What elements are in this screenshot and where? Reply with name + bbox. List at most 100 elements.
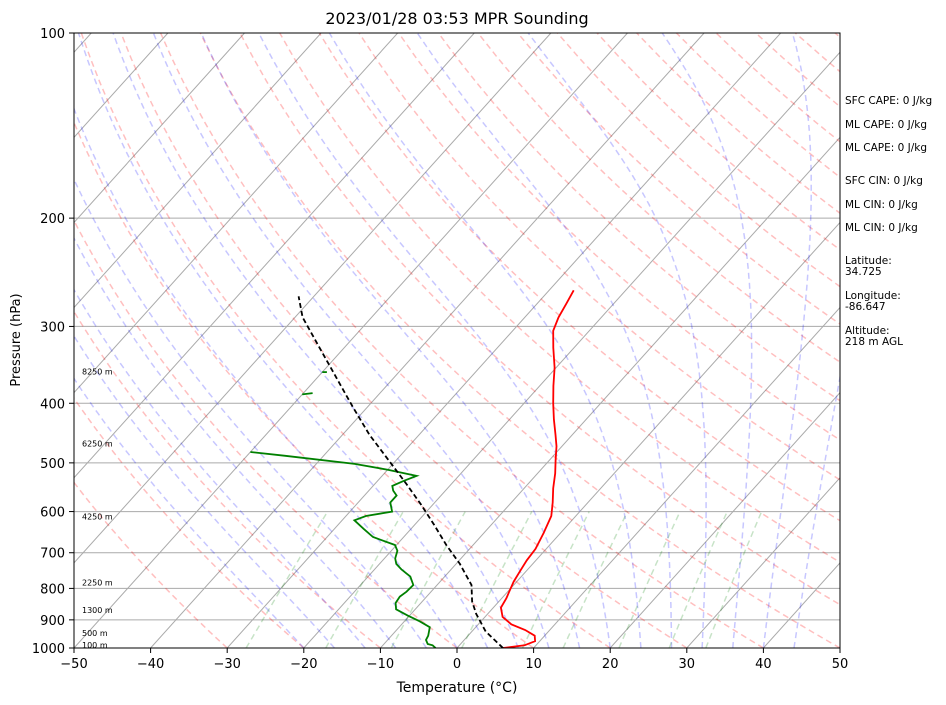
y-tick-label: 100 bbox=[40, 27, 65, 42]
mixing-ratio-line bbox=[461, 511, 533, 648]
dry-adiabat-line bbox=[556, 33, 840, 288]
height-label: 4250 m bbox=[82, 512, 113, 521]
moist-adiabat-line bbox=[74, 106, 458, 648]
isotherm-line bbox=[74, 33, 552, 564]
isotherm-line bbox=[74, 33, 628, 648]
x-axis-label: Temperature (°C) bbox=[396, 680, 518, 696]
y-tick-label: 200 bbox=[40, 212, 65, 227]
y-tick-label: 900 bbox=[40, 614, 65, 629]
x-tick-label: 0 bbox=[453, 657, 461, 672]
y-axis-label: Pressure (hPa) bbox=[9, 293, 24, 386]
mixing-ratio-line bbox=[705, 511, 763, 648]
dry-adiabat-line bbox=[159, 33, 764, 648]
isotherm-line bbox=[74, 33, 245, 224]
x-tick-label: 40 bbox=[755, 657, 772, 672]
ml-cape-text: ML CAPE: 0 J/kg bbox=[845, 119, 927, 131]
dry-adiabat-line bbox=[318, 33, 840, 522]
mixing-ratio-line bbox=[521, 511, 590, 648]
isotherm-line bbox=[226, 33, 782, 648]
sounding-series bbox=[250, 289, 575, 648]
height-label: 2250 m bbox=[82, 578, 113, 587]
ml-cin-text-2: ML CIN: 0 J/kg bbox=[845, 222, 918, 234]
dry-adiabat-line bbox=[74, 120, 535, 648]
height-label: 6250 m bbox=[82, 439, 113, 448]
height-label: 8250 m bbox=[82, 367, 113, 376]
isotherm-line bbox=[533, 306, 840, 648]
x-tick-label: 30 bbox=[679, 657, 696, 672]
moist-adiabat-line bbox=[258, 33, 611, 648]
x-tick-label: −50 bbox=[60, 657, 87, 672]
dry-adiabat-line bbox=[74, 219, 458, 648]
mixing-ratio-line bbox=[618, 511, 681, 648]
x-tick-label: −20 bbox=[290, 657, 317, 672]
x-tick-label: −40 bbox=[137, 657, 164, 672]
plot-frame bbox=[73, 32, 841, 649]
dry-adiabat-line bbox=[74, 481, 228, 648]
latitude-value: 34.725 bbox=[845, 266, 882, 278]
isotherm-line bbox=[380, 136, 840, 648]
isotherm-line bbox=[150, 33, 705, 648]
height-label: 500 m bbox=[82, 629, 108, 638]
temperature-line bbox=[499, 289, 575, 648]
moist-adiabat-line bbox=[200, 33, 581, 648]
dry-adiabat-line bbox=[279, 33, 840, 564]
mixing-ratio-line bbox=[245, 511, 329, 648]
x-tick-label: −30 bbox=[213, 657, 240, 672]
y-tick-label: 700 bbox=[40, 547, 65, 562]
moist-adiabat-line bbox=[328, 33, 642, 648]
height-labels: 100 m 500 m 1300 m 2250 m 4250 m 6250 m 8250 m bbox=[82, 367, 113, 650]
y-tick-label: 300 bbox=[40, 320, 65, 335]
ml-cape-text-2: ML CAPE: 0 J/kg bbox=[845, 142, 927, 154]
dry-adiabat-line bbox=[517, 33, 840, 325]
moist-adiabat-line bbox=[74, 177, 428, 648]
x-tick-label: 50 bbox=[832, 657, 849, 672]
moist-adiabat-line bbox=[793, 373, 840, 648]
x-tick-label: −10 bbox=[367, 657, 394, 672]
y-tick-label: 600 bbox=[40, 506, 65, 521]
longitude-value: -86.647 bbox=[845, 301, 886, 313]
dewpoint-upper-line bbox=[302, 392, 313, 396]
moist-adiabat-line bbox=[74, 288, 366, 648]
moist-adiabat-line bbox=[661, 33, 753, 648]
isotherm-line bbox=[686, 477, 840, 648]
mixing-ratio-line bbox=[325, 511, 404, 648]
moist-adiabat-line bbox=[152, 33, 550, 648]
sfc-cape-text: SFC CAPE: 0 J/kg bbox=[845, 95, 932, 107]
y-axis: 1000 900 800 700 600 500 400 300 200 100 bbox=[32, 27, 74, 657]
dry-adiabat-line bbox=[477, 33, 840, 364]
isotherm-line bbox=[74, 33, 322, 309]
dry-adiabat-line bbox=[74, 396, 305, 648]
longitude-label: Longitude: bbox=[845, 290, 901, 302]
moist-adiabat-line bbox=[112, 33, 520, 648]
mixing-ratio-line bbox=[668, 511, 728, 648]
dry-adiabat-line bbox=[120, 33, 688, 648]
dry-adiabat-line bbox=[80, 33, 611, 648]
ml-cin-text: ML CIN: 0 J/kg bbox=[845, 199, 918, 211]
sfc-cin-text: SFC CIN: 0 J/kg bbox=[845, 175, 923, 187]
moist-adiabat-line bbox=[762, 33, 812, 648]
x-tick-label: 10 bbox=[525, 657, 542, 672]
y-tick-label: 1000 bbox=[32, 642, 65, 657]
x-tick-label: 20 bbox=[602, 657, 619, 672]
isotherm-line bbox=[456, 221, 840, 648]
dry-adiabat-line bbox=[74, 310, 381, 648]
height-label: 1300 m bbox=[82, 606, 113, 615]
mixing-ratio-line bbox=[390, 511, 466, 648]
isotherm-line bbox=[609, 391, 840, 648]
isotherm-line bbox=[74, 33, 399, 394]
isotherm-line bbox=[303, 51, 840, 648]
isotherm-line bbox=[74, 33, 169, 139]
y-tick-label: 400 bbox=[40, 397, 65, 412]
x-axis: −50 −40 −30 −20 −10 0 10 20 30 40 50 bbox=[60, 648, 848, 672]
moist-adiabat-line bbox=[527, 33, 707, 648]
isotherm-line bbox=[74, 33, 475, 479]
dry-adiabat-line bbox=[239, 33, 840, 606]
stats-panel: SFC CAPE: 0 J/kg ML CAPE: 0 J/kg ML CAPE… bbox=[845, 95, 932, 348]
y-tick-label: 500 bbox=[40, 457, 65, 472]
chart-title: 2023/01/28 03:53 MPR Sounding bbox=[325, 9, 588, 28]
moist-adiabat-line bbox=[74, 236, 397, 648]
y-tick-label: 800 bbox=[40, 582, 65, 597]
latitude-label: Latitude: bbox=[845, 255, 892, 267]
moist-adiabat-line bbox=[416, 33, 673, 648]
